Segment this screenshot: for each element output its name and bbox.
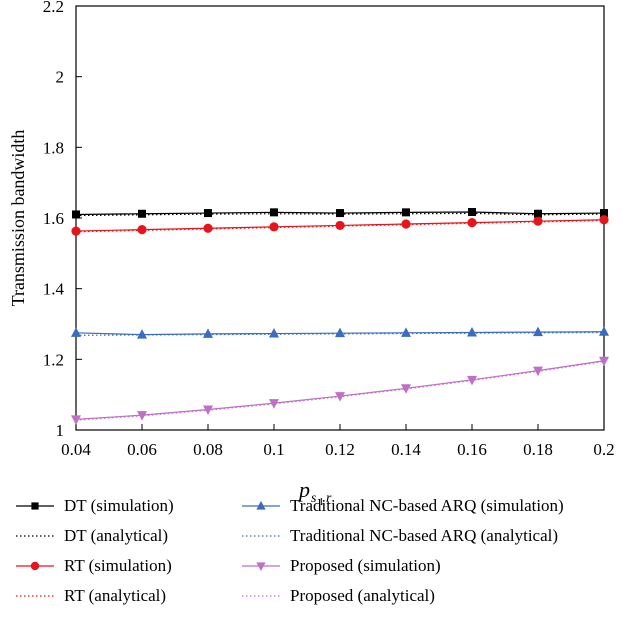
data-point xyxy=(534,209,542,218)
y-axis-label: Transmission bandwidth xyxy=(8,130,28,307)
x-tick-label: 0.06 xyxy=(127,440,157,459)
x-tick-label: 0.2 xyxy=(593,440,614,459)
series-layer xyxy=(71,207,609,425)
data-point xyxy=(467,375,477,386)
series-0 xyxy=(72,207,608,219)
data-point xyxy=(533,326,543,337)
data-point xyxy=(269,399,279,409)
series-line xyxy=(75,219,605,233)
series-line xyxy=(75,212,605,217)
data-point xyxy=(137,225,147,235)
data-point xyxy=(335,220,345,231)
data-point xyxy=(600,209,608,218)
x-axis-label-sub-tail: r xyxy=(326,491,332,506)
tick-labels: 0.04 0.06 0.08 0.1 0.12 0.14 0.16 0.18 0.2 1 1.2 1.… xyxy=(43,0,615,459)
y-tick-label: 1 xyxy=(56,421,65,440)
series-7 xyxy=(75,360,605,421)
series-line xyxy=(75,360,605,420)
series-2 xyxy=(71,215,609,236)
series-5 xyxy=(75,331,605,336)
data-point xyxy=(203,328,213,338)
series-3 xyxy=(75,219,605,233)
y-tick-label: 1.4 xyxy=(43,280,65,299)
data-point xyxy=(270,208,278,217)
x-axis-label-main: p xyxy=(297,477,310,502)
data-point xyxy=(138,209,146,218)
data-point xyxy=(71,415,81,425)
data-point xyxy=(72,210,80,219)
plot-frame xyxy=(75,5,605,431)
x-tick-label: 0.08 xyxy=(193,440,223,459)
data-point xyxy=(401,327,411,337)
data-point xyxy=(599,215,609,225)
y-tick-label: 1.2 xyxy=(43,350,64,369)
data-point xyxy=(137,329,147,339)
series-line xyxy=(75,331,605,336)
x-tick-label: 0.14 xyxy=(391,440,421,459)
data-point xyxy=(467,326,477,337)
y-tick-label: 1.8 xyxy=(43,138,64,157)
data-point xyxy=(401,219,411,229)
data-point xyxy=(401,384,411,394)
series-6 xyxy=(71,356,609,425)
series-1 xyxy=(75,212,605,217)
data-point xyxy=(269,222,279,232)
data-point xyxy=(204,209,212,218)
y-tick-label: 2.2 xyxy=(43,0,64,16)
data-point xyxy=(203,223,213,233)
x-axis-label-sub: s xyxy=(311,491,317,506)
data-point xyxy=(137,411,147,421)
x-tick-label: 0.18 xyxy=(523,440,553,459)
data-point xyxy=(467,217,477,228)
data-point xyxy=(269,328,279,338)
data-point xyxy=(468,207,476,216)
data-point xyxy=(335,327,345,338)
data-point xyxy=(599,326,609,336)
data-point xyxy=(71,226,81,236)
data-point xyxy=(336,209,344,218)
y-tick-label: 2 xyxy=(56,68,65,87)
x-tick-label: 0.12 xyxy=(325,440,355,459)
data-point xyxy=(599,356,609,367)
series-line xyxy=(75,360,605,421)
x-tick-label: 0.1 xyxy=(263,440,284,459)
data-point xyxy=(533,216,543,226)
x-axis-label: p s 1 r xyxy=(297,477,332,508)
y-tick-label: 1.6 xyxy=(43,209,64,228)
data-point xyxy=(402,208,410,217)
x-axis-label-subsub: 1 xyxy=(319,497,324,508)
axes xyxy=(75,5,605,431)
x-tick-label: 0.16 xyxy=(457,440,487,459)
data-point xyxy=(71,327,81,337)
x-tick-label: 0.04 xyxy=(61,440,91,459)
